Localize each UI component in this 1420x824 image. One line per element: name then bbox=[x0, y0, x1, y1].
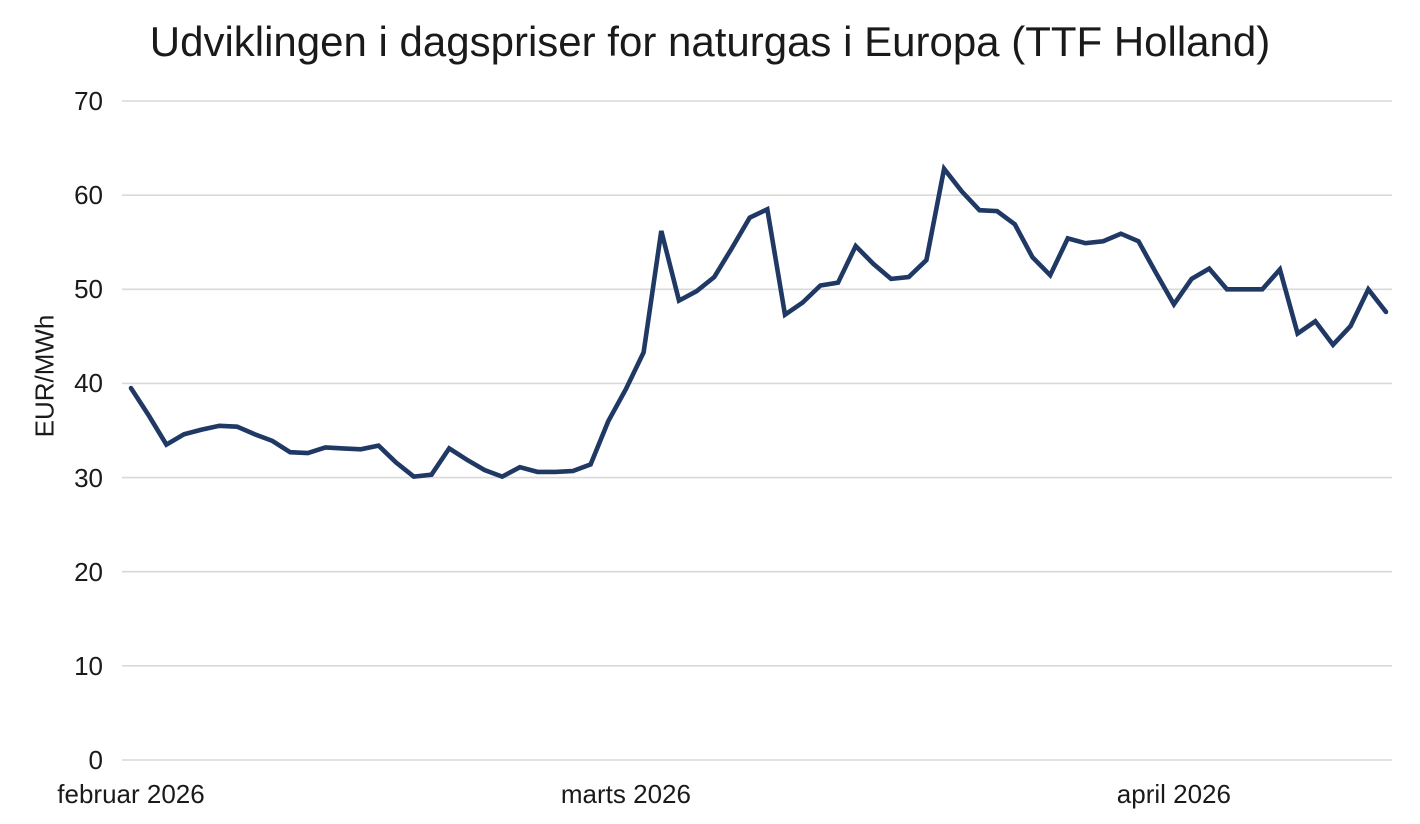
y-tick-label-60: 60 bbox=[74, 180, 103, 211]
y-tick-label-10: 10 bbox=[74, 650, 103, 681]
y-tick-label-70: 70 bbox=[74, 86, 103, 116]
y-tick-label-0: 0 bbox=[88, 745, 103, 775]
price-series-line bbox=[128, 163, 1389, 480]
y-tick-label-20: 20 bbox=[74, 556, 103, 587]
y-tick-label-50: 50 bbox=[74, 274, 103, 305]
chart-title: Udviklingen i dagspriser for naturgas i … bbox=[149, 18, 1271, 65]
x-tick-label-marts: marts 2026 bbox=[560, 779, 691, 809]
y-tick-label-30: 30 bbox=[74, 462, 103, 493]
x-tick-label-februar: februar 2026 bbox=[57, 779, 205, 809]
y-tick-label-40: 40 bbox=[74, 368, 103, 399]
x-tick-label-april: april 2026 bbox=[1116, 779, 1231, 809]
